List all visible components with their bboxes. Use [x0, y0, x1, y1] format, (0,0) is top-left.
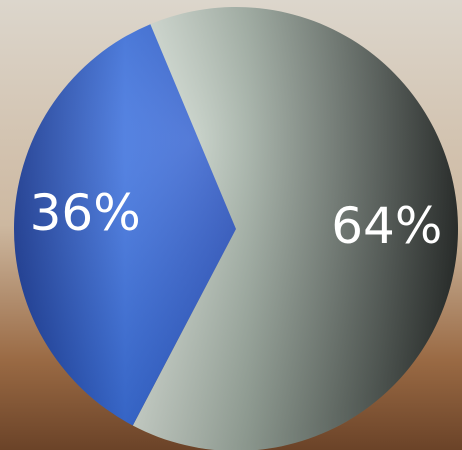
slice-label: 36% [30, 184, 141, 242]
slice-label: 64% [331, 197, 442, 255]
pie-shine [14, 7, 458, 450]
pie [13, 7, 458, 450]
